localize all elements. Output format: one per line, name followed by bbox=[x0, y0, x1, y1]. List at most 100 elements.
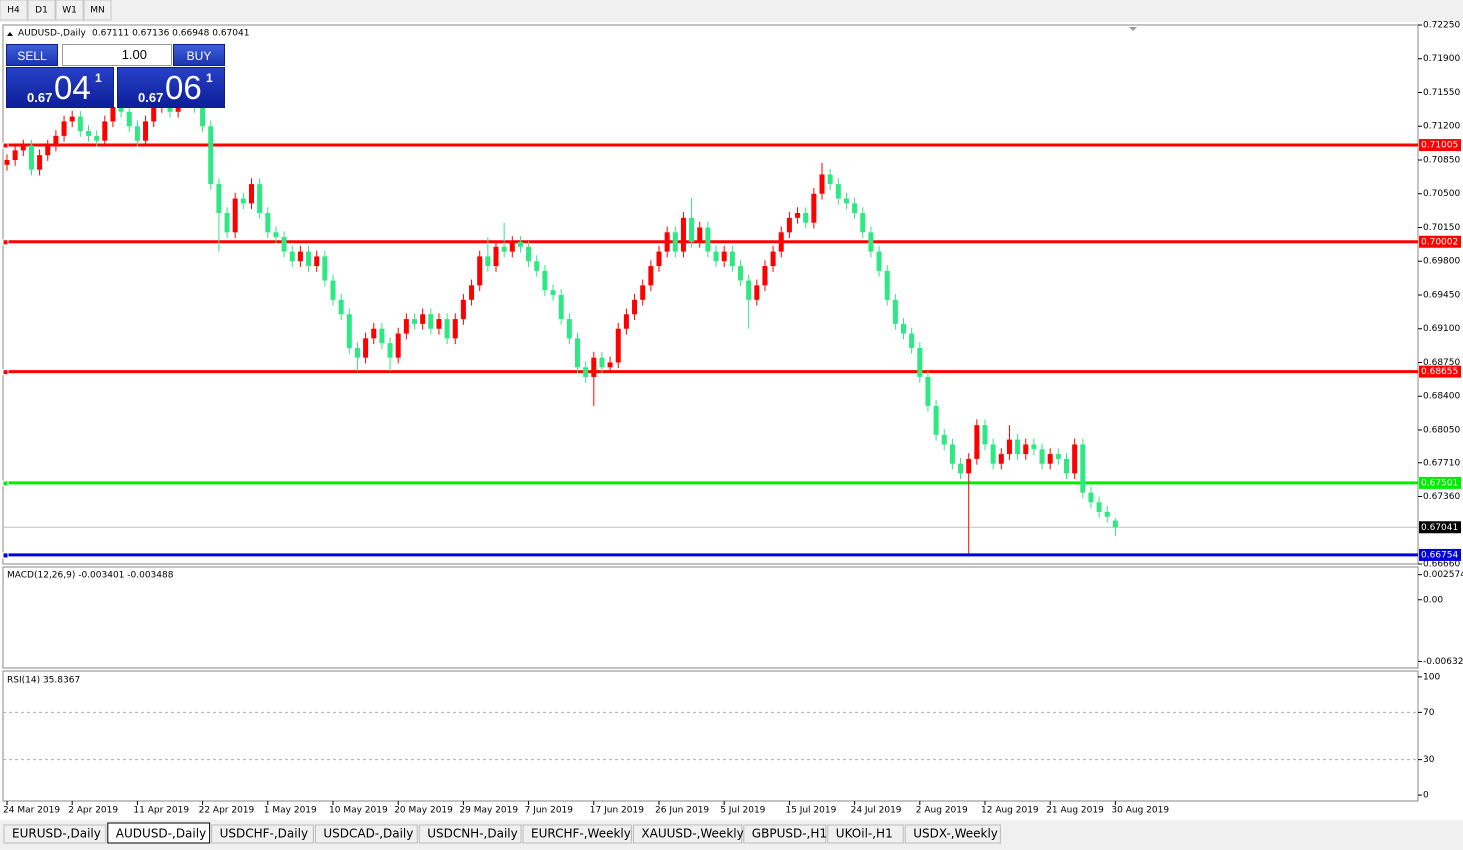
chart-title: AUDUSD-,Daily bbox=[18, 29, 86, 39]
candle-body bbox=[827, 174, 833, 185]
symbol-tab-label[interactable]: EURUSD-,Daily bbox=[12, 827, 101, 841]
timeframe-label[interactable]: W1 bbox=[62, 6, 77, 16]
level-handle bbox=[2, 552, 9, 559]
x-tick-label: 15 Jul 2019 bbox=[785, 806, 836, 816]
x-tick-label: 22 Apr 2019 bbox=[199, 806, 255, 816]
candle-body bbox=[778, 232, 784, 252]
candle-body bbox=[240, 198, 246, 204]
symbol-tab-label[interactable]: USDCAD-,Daily bbox=[323, 827, 413, 841]
symbol-tab-label[interactable]: UKOil-,H1 bbox=[836, 827, 893, 841]
x-tick-label: 29 May 2019 bbox=[459, 806, 518, 816]
symbol-tab-label[interactable]: EURCHF-,Weekly bbox=[531, 827, 631, 841]
timeframe-label[interactable]: MN bbox=[90, 6, 105, 16]
candle-body bbox=[664, 232, 670, 252]
candle-body bbox=[477, 256, 483, 286]
candle-body bbox=[526, 246, 532, 262]
trade-panel: SELL 1.00 BUY 0.67 04 1 0.67 06 1 bbox=[6, 44, 225, 109]
collapse-icon bbox=[7, 32, 13, 36]
candle-body bbox=[738, 266, 743, 281]
candle-body bbox=[200, 106, 206, 127]
symbol-tab[interactable] bbox=[107, 822, 211, 844]
symbol-tab-label[interactable]: XAUUSD-,Weekly bbox=[641, 827, 743, 841]
level-tag bbox=[1419, 548, 1461, 561]
candle-body bbox=[4, 159, 10, 165]
symbol-tab[interactable] bbox=[211, 824, 314, 844]
bid-quote[interactable]: 0.67 04 1 bbox=[6, 67, 114, 108]
candle-body bbox=[607, 362, 613, 368]
symbol-tab-label[interactable]: GBPUSD-,H1 bbox=[752, 827, 827, 841]
candle-body bbox=[941, 434, 947, 445]
symbol-tab[interactable] bbox=[314, 824, 418, 844]
candle-body bbox=[591, 357, 597, 377]
x-tick-label: 24 Mar 2019 bbox=[3, 806, 60, 816]
symbol-tab[interactable] bbox=[904, 824, 1001, 844]
candle-body bbox=[61, 121, 67, 136]
candle-body bbox=[901, 323, 906, 334]
bid-big: 0.67 bbox=[27, 90, 53, 105]
candle-body bbox=[289, 251, 295, 262]
candle-body bbox=[493, 246, 499, 267]
buy-button[interactable]: BUY bbox=[173, 44, 225, 66]
symbol-tab[interactable] bbox=[3, 824, 107, 844]
candle-body bbox=[257, 184, 263, 214]
candle-body bbox=[966, 458, 972, 474]
candle-body bbox=[770, 251, 776, 267]
y-tick-label: 0.67360 bbox=[1423, 492, 1460, 502]
symbol-tab[interactable] bbox=[743, 824, 827, 844]
candle-body bbox=[640, 285, 646, 300]
macd-panel bbox=[2, 566, 1419, 669]
candle-body bbox=[469, 285, 475, 300]
symbol-tab-label[interactable]: USDCNH-,Daily bbox=[427, 827, 518, 841]
y-tick-label: 0.00 bbox=[1423, 595, 1443, 605]
candle-body bbox=[354, 348, 360, 358]
x-tick-label: 7 Jun 2019 bbox=[525, 806, 574, 816]
timeframe-label[interactable]: H4 bbox=[7, 6, 20, 16]
bid-tag-label: 0.67041 bbox=[1421, 523, 1458, 533]
candle-body bbox=[689, 217, 695, 242]
candle-body bbox=[517, 241, 523, 247]
symbol-tab[interactable] bbox=[418, 824, 522, 844]
y-tick-label: 70 bbox=[1423, 708, 1435, 718]
symbol-tab-label[interactable]: USDCHF-,Daily bbox=[220, 827, 308, 841]
timeframe-tab[interactable] bbox=[27, 0, 56, 21]
symbol-tab-label[interactable]: USDX-,Weekly bbox=[913, 827, 998, 841]
y-tick-label: 0.68400 bbox=[1423, 392, 1460, 402]
ask-pips: 06 bbox=[165, 69, 202, 106]
symbol-tab[interactable] bbox=[632, 824, 743, 844]
candle-body bbox=[403, 319, 409, 334]
lots-input[interactable]: 1.00 bbox=[62, 44, 172, 66]
candle-body bbox=[974, 425, 980, 459]
x-tick-label: 24 Jul 2019 bbox=[851, 806, 902, 816]
candle-body bbox=[1104, 511, 1110, 517]
candle-body bbox=[134, 126, 140, 141]
rsi-panel bbox=[2, 670, 1419, 802]
candle-body bbox=[990, 444, 996, 464]
symbol-tab[interactable] bbox=[827, 824, 904, 844]
level-tag bbox=[1419, 476, 1461, 489]
timeframe-label[interactable]: D1 bbox=[35, 6, 48, 16]
timeframe-tab[interactable] bbox=[83, 0, 112, 21]
candle-body bbox=[534, 261, 540, 271]
candle-body bbox=[1072, 444, 1078, 474]
x-tick-label: 12 Aug 2019 bbox=[981, 806, 1039, 816]
x-tick-label: 2 Apr 2019 bbox=[68, 806, 118, 816]
candle-body bbox=[615, 328, 621, 363]
timeframe-tab[interactable] bbox=[0, 0, 28, 21]
ask-quote[interactable]: 0.67 06 1 bbox=[117, 67, 225, 108]
candle-body bbox=[803, 213, 809, 223]
sell-button[interactable]: SELL bbox=[6, 44, 58, 66]
timeframe-tab[interactable] bbox=[55, 0, 84, 21]
candle-body bbox=[1055, 454, 1061, 459]
candle-body bbox=[1088, 492, 1094, 503]
candle-body bbox=[273, 232, 279, 238]
level-handle bbox=[2, 480, 9, 487]
x-tick-label: 10 May 2019 bbox=[329, 806, 388, 816]
candle-body bbox=[835, 184, 841, 199]
y-tick-label: 0.70500 bbox=[1423, 189, 1460, 199]
symbol-tab[interactable] bbox=[522, 824, 632, 844]
x-tick-label: 20 May 2019 bbox=[394, 806, 453, 816]
level-tag-label: 0.66754 bbox=[1421, 550, 1458, 560]
symbol-tab-label[interactable]: AUDUSD-,Daily bbox=[116, 827, 206, 841]
candle-body bbox=[1031, 444, 1037, 450]
bid-tag bbox=[1419, 521, 1461, 534]
